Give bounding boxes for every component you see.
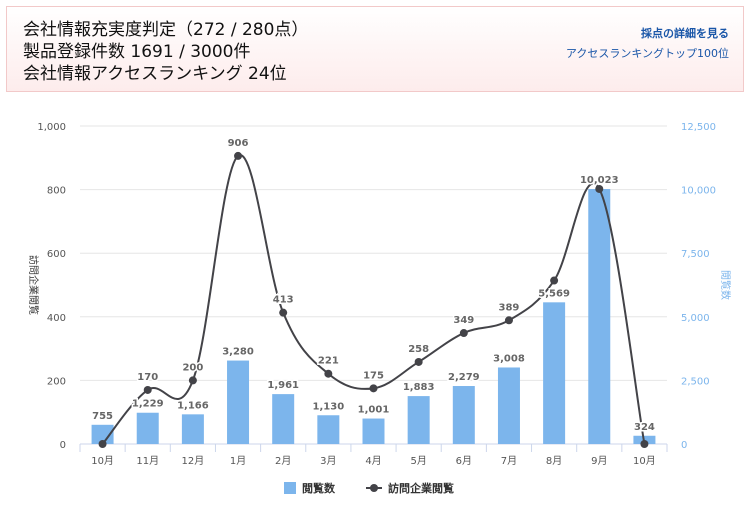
bar-data-label: 3,008 bbox=[493, 353, 525, 364]
bar bbox=[272, 394, 295, 444]
line-data-label: 413 bbox=[273, 295, 294, 306]
ranking-top100-link[interactable]: アクセスランキングトップ100位 bbox=[565, 47, 729, 60]
bar bbox=[543, 302, 566, 444]
y-left-tick-label: 400 bbox=[47, 313, 66, 324]
score-detail-link[interactable]: 採点の詳細を見る bbox=[641, 27, 729, 40]
product-count: 製品登録件数 1691 / 3000件 bbox=[23, 42, 251, 62]
bar bbox=[91, 424, 114, 444]
y-right-tick-label: 10,000 bbox=[681, 186, 716, 197]
y-left-axis-title: 訪問企業閲覧 bbox=[27, 255, 40, 315]
bar bbox=[407, 396, 430, 444]
y-right-tick-label: 2,500 bbox=[681, 376, 710, 387]
line-point bbox=[324, 369, 333, 378]
line-data-label: 906 bbox=[228, 138, 249, 149]
x-tick-label: 6月 bbox=[456, 455, 472, 467]
info-panel: 会社情報充実度判定（272 / 280点） 製品登録件数 1691 / 3000… bbox=[6, 6, 744, 92]
bar bbox=[181, 414, 204, 444]
y-left-tick-label: 0 bbox=[60, 440, 66, 451]
bar-data-label: 1,883 bbox=[403, 382, 435, 393]
line-point bbox=[459, 329, 468, 338]
bar-data-label: 1,961 bbox=[267, 380, 299, 391]
legend-line-label: 訪問企業閲覧 bbox=[388, 481, 454, 495]
line-data-label: 258 bbox=[408, 344, 429, 355]
bar bbox=[588, 189, 611, 444]
bar bbox=[317, 415, 340, 444]
y-right-tick-label: 5,000 bbox=[681, 313, 710, 324]
y-left-tick-label: 800 bbox=[47, 186, 66, 197]
line-data-label: 175 bbox=[363, 370, 384, 381]
x-tick-label: 8月 bbox=[546, 455, 562, 467]
bar-data-label: 1,229 bbox=[132, 399, 164, 410]
line-data-label: 170 bbox=[137, 372, 158, 383]
bar-data-label: 324 bbox=[634, 422, 655, 433]
bar bbox=[136, 412, 159, 444]
y-right-tick-label: 12,500 bbox=[681, 122, 716, 133]
x-tick-label: 2月 bbox=[275, 455, 291, 467]
x-tick-label: 7月 bbox=[501, 455, 517, 467]
line-point bbox=[143, 385, 152, 394]
bar-data-label: 5,569 bbox=[538, 288, 570, 299]
bar bbox=[362, 418, 385, 444]
x-tick-label: 9月 bbox=[591, 455, 607, 467]
line-point bbox=[234, 151, 243, 160]
line-point bbox=[279, 308, 288, 317]
bar-data-label: 1,001 bbox=[358, 405, 390, 416]
line-point bbox=[98, 440, 107, 448]
line-point bbox=[595, 184, 604, 193]
line-data-label: 389 bbox=[499, 302, 520, 313]
x-tick-label: 10月 bbox=[91, 455, 114, 467]
line-point bbox=[640, 440, 649, 448]
y-left-tick-label: 200 bbox=[47, 376, 66, 387]
y-left-tick-label: 600 bbox=[47, 249, 66, 260]
line-point bbox=[550, 276, 559, 285]
line-point bbox=[504, 316, 513, 325]
y-left-tick-label: 1,000 bbox=[37, 122, 66, 133]
line-point bbox=[369, 384, 378, 393]
x-tick-label: 12月 bbox=[182, 455, 205, 467]
x-tick-label: 3月 bbox=[320, 455, 336, 467]
y-right-axis-title: 閲覧数 bbox=[719, 270, 732, 300]
bar-data-label: 1,166 bbox=[177, 400, 209, 411]
line-data-label: 221 bbox=[318, 356, 339, 367]
legend-line-marker bbox=[370, 484, 378, 492]
y-right-tick-label: 7,500 bbox=[681, 249, 710, 260]
bar bbox=[497, 367, 520, 444]
access-ranking: 会社情報アクセスランキング 24位 bbox=[23, 64, 287, 84]
x-tick-label: 10月 bbox=[633, 455, 656, 467]
bar bbox=[452, 386, 475, 444]
bar-data-label: 2,279 bbox=[448, 372, 480, 383]
bar-data-label: 1,130 bbox=[313, 401, 345, 412]
line-data-label: 200 bbox=[182, 362, 203, 373]
line-point bbox=[414, 357, 423, 366]
y-right-tick-label: 0 bbox=[681, 440, 687, 451]
line-data-label: 349 bbox=[453, 315, 474, 326]
line-series bbox=[101, 154, 646, 445]
combo-chart: 0 0 200 2,500 400 5,000 600 7,500 800 10,000 1,000… bbox=[27, 122, 732, 495]
bar-data-label: 3,280 bbox=[222, 347, 254, 358]
line-point bbox=[188, 376, 197, 385]
x-tick-label: 4月 bbox=[365, 455, 381, 467]
legend-bar-swatch bbox=[284, 482, 296, 494]
bar-data-label: 10,023 bbox=[580, 175, 619, 186]
x-tick-label: 1月 bbox=[230, 455, 246, 467]
score-title: 会社情報充実度判定（272 / 280点） bbox=[23, 20, 309, 40]
legend-bar-label: 閲覧数 bbox=[302, 481, 336, 495]
x-tick-label: 11月 bbox=[136, 455, 159, 467]
bar bbox=[227, 360, 250, 444]
bar-data-label: 755 bbox=[92, 411, 113, 422]
x-tick-label: 5月 bbox=[410, 455, 426, 467]
